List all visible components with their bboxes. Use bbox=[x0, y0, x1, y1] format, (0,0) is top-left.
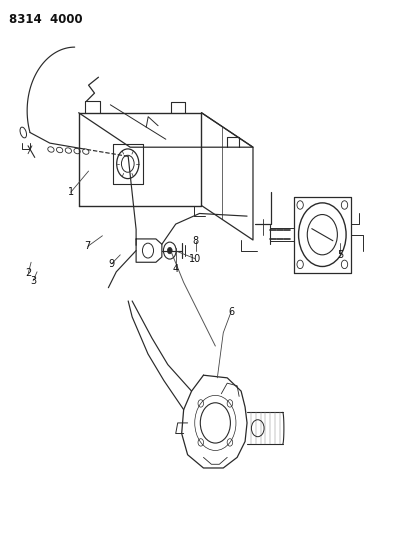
Text: 7: 7 bbox=[85, 241, 91, 252]
Text: 9: 9 bbox=[109, 259, 115, 269]
Text: 8: 8 bbox=[192, 236, 199, 246]
Text: 1: 1 bbox=[68, 187, 74, 197]
Text: 5: 5 bbox=[337, 250, 343, 260]
Text: 4: 4 bbox=[173, 264, 179, 274]
Circle shape bbox=[168, 247, 172, 254]
Text: 8314  4000: 8314 4000 bbox=[9, 13, 83, 26]
Text: 3: 3 bbox=[30, 276, 36, 286]
Text: 10: 10 bbox=[189, 254, 201, 263]
Text: 6: 6 bbox=[228, 306, 234, 317]
Text: 2: 2 bbox=[25, 268, 32, 278]
